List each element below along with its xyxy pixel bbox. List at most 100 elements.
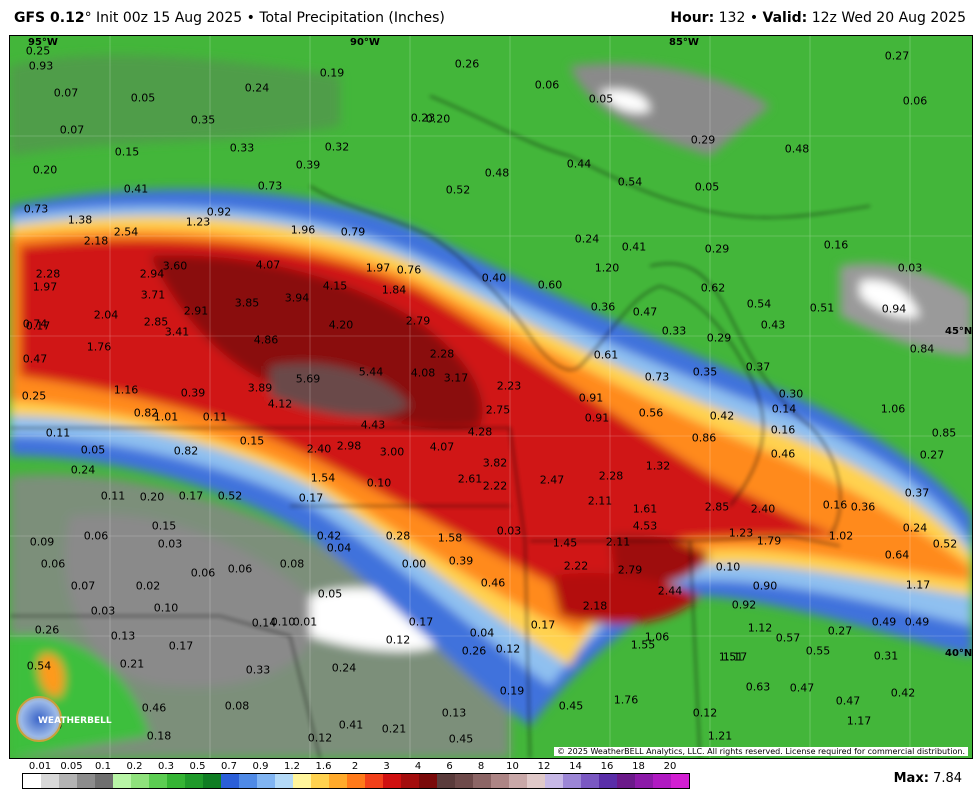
precip-value-label: 0.12 (692, 706, 718, 720)
precip-value-label: 4.20 (328, 318, 354, 332)
hour-label: Hour: (670, 10, 715, 26)
colorbar-tick-label: 6 (446, 761, 453, 772)
precip-value-label: 0.13 (110, 629, 136, 643)
precip-value-label: 0.28 (385, 529, 411, 543)
precip-value-label: 4.43 (360, 418, 386, 432)
colorbar-swatch (365, 774, 383, 788)
colorbar-swatch (77, 774, 95, 788)
colorbar-tick-label: 0.5 (189, 761, 206, 772)
precip-value-label: 0.32 (324, 140, 350, 154)
precip-value-label: 0.06 (534, 78, 560, 92)
precip-value-label: 1.06 (644, 630, 670, 644)
precip-value-label: 5.44 (358, 365, 384, 379)
precip-value-label: 4.07 (429, 440, 455, 454)
precip-value-label: 0.45 (558, 699, 584, 713)
colorbar-tick-label: 0.7 (221, 761, 237, 772)
precip-value-label: 0.49 (871, 615, 897, 629)
precip-value-label: 0.42 (890, 686, 916, 700)
init-time: Init 00z 15 Aug 2025 (96, 10, 243, 26)
precip-value-label: 0.24 (244, 81, 270, 95)
precipitation-map: 95°W 90°W 85°W 45°N 40°N 0.25 0.07 0.05 0.0… (9, 35, 973, 759)
precip-value-label: 0.17 (178, 489, 204, 503)
precip-value-label: 0.14 (771, 402, 797, 416)
precip-value-label: 0.49 (904, 615, 930, 629)
precip-value-label: 2.28 (598, 469, 624, 483)
colorbar-swatch (671, 774, 689, 788)
colorbar-swatch (257, 774, 275, 788)
precip-value-label: 0.12 (307, 731, 333, 745)
map-title: GFS 0.12° Init 00z 15 Aug 2025 • Total P… (14, 10, 445, 26)
colorbar-swatch (149, 774, 167, 788)
precip-value-label: 0.26 (461, 644, 487, 658)
precip-value-label: 2.23 (496, 379, 522, 393)
precip-value-label: 0.92 (206, 205, 232, 219)
colorbar-tick-label: 0.2 (126, 761, 143, 772)
precip-value-label: 0.25 (25, 44, 51, 58)
precip-value-label: 0.92 (731, 598, 757, 612)
precip-value-label: 0.29 (706, 331, 732, 345)
precip-value-label: 0.94 (881, 302, 907, 316)
precip-value-label: 0.52 (217, 489, 243, 503)
precip-value-label: 2.18 (582, 599, 608, 613)
precip-value-label: 0.74 (22, 317, 48, 331)
precip-value-label: 2.98 (336, 439, 362, 453)
precip-value-label: 2.85 (704, 500, 730, 514)
precip-value-label: 1.79 (756, 534, 782, 548)
precip-value-label: 3.89 (247, 381, 273, 395)
precip-value-label: 2.28 (429, 347, 455, 361)
precip-value-label: 0.09 (29, 535, 55, 549)
colorbar-swatch (419, 774, 437, 788)
precip-value-label: 2.40 (306, 442, 332, 456)
precip-value-label: 1.97 (32, 280, 58, 294)
precip-field (10, 36, 972, 758)
precip-value-label: 3.17 (443, 371, 469, 385)
precip-value-label: 0.00 (401, 557, 427, 571)
precip-value-label: 0.05 (130, 91, 156, 105)
longitude-85w: 85°W (669, 37, 699, 48)
precip-value-label: 1.16 (113, 383, 139, 397)
colorbar-swatch (491, 774, 509, 788)
precip-value-label: 0.07 (70, 579, 96, 593)
precip-value-label: 0.30 (778, 387, 804, 401)
precip-value-label: 0.48 (484, 166, 510, 180)
precip-value-label: 3.60 (162, 259, 188, 273)
precip-value-label: 4.08 (410, 366, 436, 380)
precip-value-label: 0.17 (298, 491, 324, 505)
precip-value-label: 0.21 (119, 657, 145, 671)
precip-value-label: 0.39 (295, 158, 321, 172)
precip-value-label: 1.17 (905, 578, 931, 592)
precip-value-label: 0.52 (445, 183, 471, 197)
precip-value-label: 0.43 (760, 318, 786, 332)
colorbar-swatch (311, 774, 329, 788)
precip-value-label: 0.06 (190, 566, 216, 580)
precip-value-label: 4.15 (322, 279, 348, 293)
precip-value-label: 1.97 (365, 261, 391, 275)
colorbar-swatch (455, 774, 473, 788)
colorbar-tick-label: 12 (537, 761, 551, 772)
precip-value-label: 0.19 (499, 684, 525, 698)
colorbar-tick-label: 2 (351, 761, 359, 772)
precip-value-label: 2.75 (485, 403, 511, 417)
precip-value-label: 2.11 (587, 494, 613, 508)
precip-value-label: 0.62 (700, 281, 726, 295)
colorbar-swatch (653, 774, 671, 788)
precip-value-label: 0.17 (168, 639, 194, 653)
precip-value-label: 2.18 (83, 234, 109, 248)
precip-value-label: 0.39 (448, 554, 474, 568)
latitude-45n: 45°N (945, 326, 973, 337)
precip-value-label: 0.44 (566, 157, 592, 171)
precip-value-label: 0.46 (480, 576, 506, 590)
precip-value-label: 0.48 (784, 142, 810, 156)
colorbar-swatch (473, 774, 491, 788)
logo-text: WEATHERBELL (38, 716, 112, 726)
precip-value-label: 0.42 (709, 409, 735, 423)
colorbar-swatch (401, 774, 419, 788)
weatherbell-logo (16, 696, 62, 742)
precip-value-label: 0.06 (40, 557, 66, 571)
precip-value-label: 1.12 (747, 621, 773, 635)
precip-value-label: 1.45 (552, 536, 578, 550)
precip-value-label: 0.73 (23, 202, 49, 216)
colorbar-swatch (383, 774, 401, 788)
precip-value-label: 0.46 (141, 701, 167, 715)
precip-value-label: 0.12 (385, 633, 411, 647)
